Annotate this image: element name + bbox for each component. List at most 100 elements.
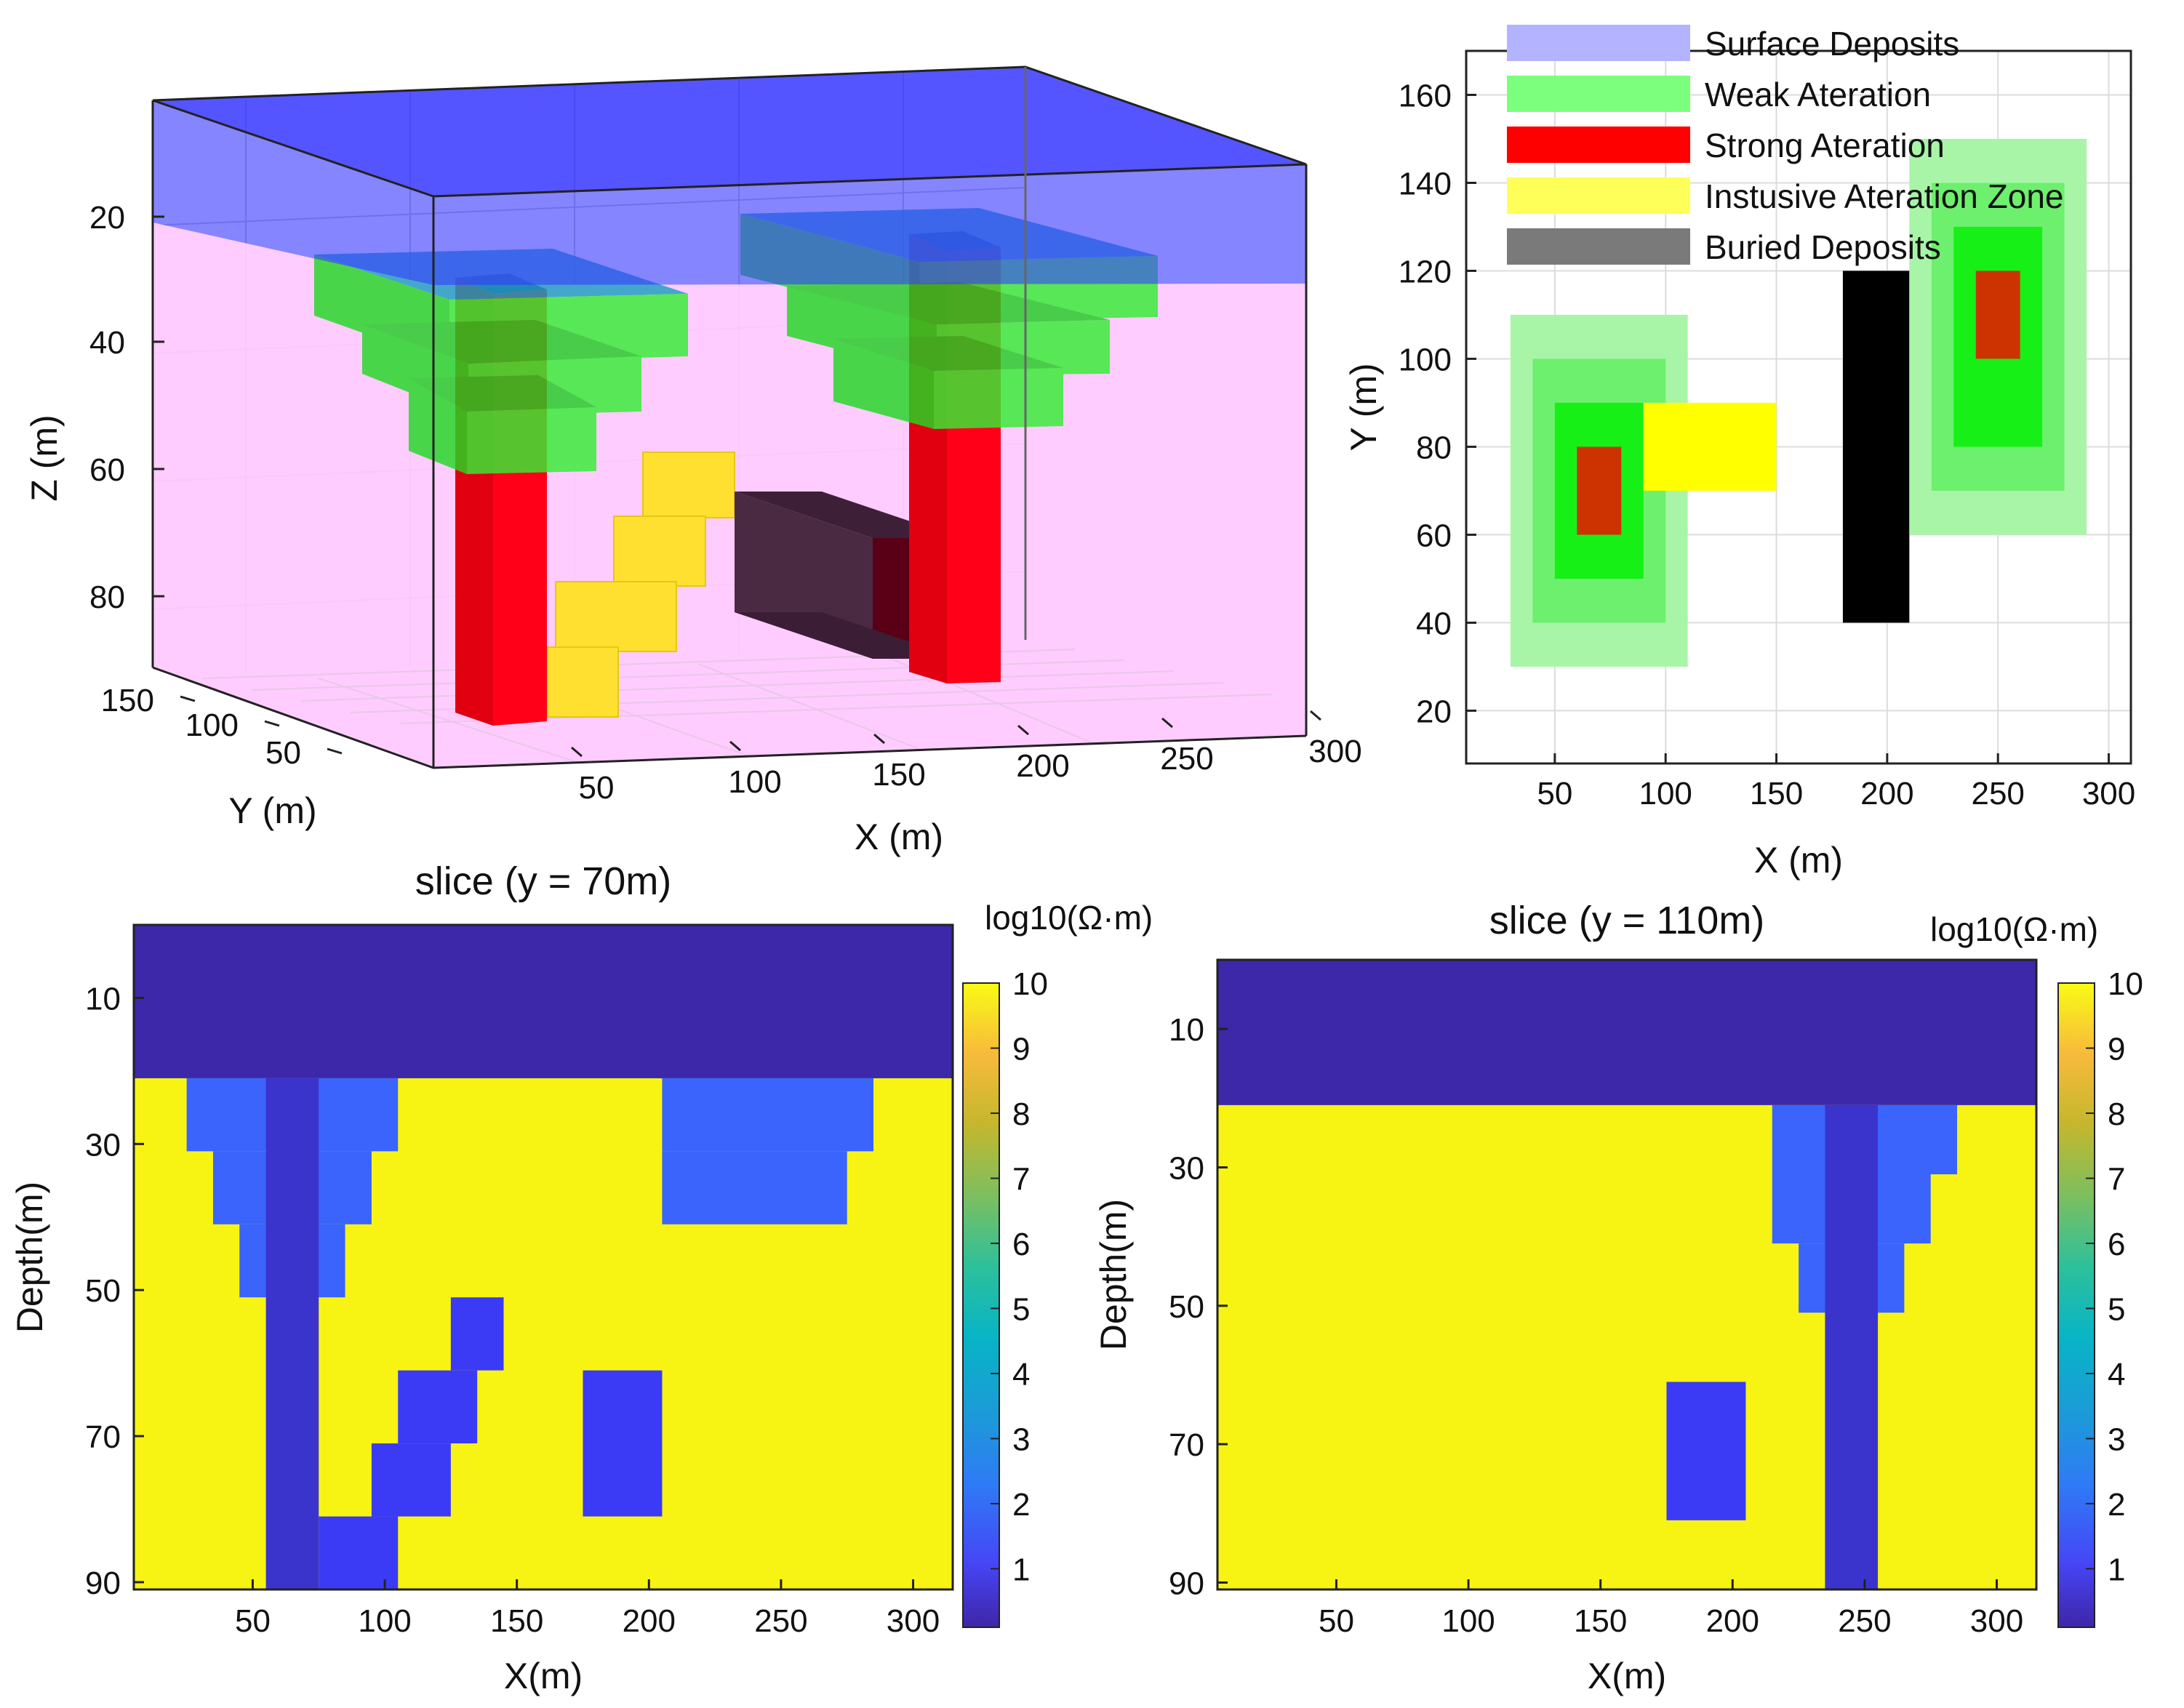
intrusive-block xyxy=(642,452,735,518)
legend-label: Strong Ateration xyxy=(1705,127,1945,164)
x-tick-label: 300 xyxy=(2082,776,2135,811)
x-tick-label: 50 xyxy=(579,770,615,806)
intrusive-block xyxy=(546,646,619,718)
x-tick-label: 50 xyxy=(1537,776,1572,811)
colorbar-tick-label: 5 xyxy=(1012,1291,1030,1327)
y-axis-label: Depth(m) xyxy=(1093,1199,1134,1350)
y-tick-label: 40 xyxy=(1416,606,1452,641)
heatmap-cell xyxy=(1666,1382,1746,1520)
legend-swatch xyxy=(1507,25,1690,61)
x-tick-label: 200 xyxy=(1016,748,1069,784)
y-tick-label: 60 xyxy=(1416,518,1452,553)
heatmap-cell xyxy=(1825,1104,1879,1589)
heatmap-cell xyxy=(319,1516,399,1589)
colorbar-tick-label: 9 xyxy=(2108,1031,2125,1067)
x-tick-label: 250 xyxy=(1971,776,2024,811)
colorbar-tick-label: 4 xyxy=(2108,1357,2125,1392)
y-tick-mark xyxy=(327,747,343,755)
x-tick-label: 50 xyxy=(235,1603,271,1639)
x-tick-label: 150 xyxy=(1574,1603,1627,1639)
colorbar-tick-label: 3 xyxy=(2108,1422,2125,1457)
x-tick-label: 200 xyxy=(623,1603,676,1639)
legend-swatch xyxy=(1507,177,1690,214)
y-tick-label: 100 xyxy=(1399,342,1452,377)
x-tick-label: 200 xyxy=(1706,1603,1759,1639)
legend-swatch xyxy=(1507,127,1690,163)
intrusive-zone-3d xyxy=(546,452,735,718)
plan-view: 50 100 150 200 250 300 20 40 60 80 100 120 140 160 X (… xyxy=(1343,25,2135,881)
plan-rect-strong xyxy=(1975,270,2020,359)
y-tick-label: 30 xyxy=(85,1127,121,1163)
y-tick-label: 10 xyxy=(1169,1012,1204,1048)
y-tick-label: 70 xyxy=(1169,1427,1204,1463)
y-tick-mark xyxy=(180,695,196,702)
legend-swatch xyxy=(1507,228,1690,265)
box-edges xyxy=(151,65,1308,769)
y-tick-label: 30 xyxy=(1169,1150,1204,1186)
colorbar-tick-label: 2 xyxy=(2108,1487,2125,1523)
heatmap-cell xyxy=(265,1078,319,1589)
colorbar-label: log10(Ω·m) xyxy=(1930,910,2098,948)
heatmap-cell xyxy=(371,1443,451,1517)
y-tick-label: 100 xyxy=(185,707,239,743)
colorbar-tick-label: 8 xyxy=(2108,1096,2125,1132)
x-tick-label: 100 xyxy=(358,1603,411,1639)
slice-y70: 50 100 150 200 250 300 10 30 50 70 90 slice (y = 70… xyxy=(9,859,1153,1696)
z-tick-label: 20 xyxy=(89,200,125,236)
x-axis-label: X (m) xyxy=(855,817,943,857)
y-tick-label: 10 xyxy=(85,981,121,1017)
y-tick-label: 140 xyxy=(1399,166,1452,201)
x-tick-mark xyxy=(571,746,583,758)
x-tick-label: 200 xyxy=(1860,776,1913,811)
y-tick-label: 120 xyxy=(1399,254,1452,289)
x-tick-label: 150 xyxy=(872,757,925,793)
z-axis-label: Z (m) xyxy=(24,414,65,501)
y-tick-mark xyxy=(264,720,280,727)
intrusive-block xyxy=(555,581,677,652)
x-axis-label: X(m) xyxy=(1588,1656,1666,1696)
colorbar-tick-label: 7 xyxy=(1012,1161,1030,1197)
colorbar-tick-label: 8 xyxy=(1012,1096,1030,1132)
y-tick-label: 50 xyxy=(265,735,301,771)
x-tick-label: 100 xyxy=(1441,1603,1495,1639)
slice-y110: 50 100 150 200 250 300 10 30 50 70 90 slice (y = 11… xyxy=(1093,899,2143,1696)
y-axis-label: Y (m) xyxy=(1343,363,1384,451)
colorbar xyxy=(2057,982,2095,1628)
colorbar-tick-label: 5 xyxy=(2108,1291,2125,1327)
x-tick-label: 100 xyxy=(728,764,781,800)
x-tick-label: 250 xyxy=(1160,741,1213,777)
x-axis-label: X (m) xyxy=(1754,840,1843,881)
heatmap-cell xyxy=(583,1370,663,1517)
plot-frame xyxy=(1216,958,2038,1591)
plan-rect-buried xyxy=(1842,270,1910,623)
x-tick-mark xyxy=(1017,724,1029,736)
x-tick-mark xyxy=(1161,717,1173,729)
y-tick-label: 90 xyxy=(1169,1565,1204,1601)
x-tick-mark xyxy=(1310,710,1321,721)
x-tick-label: 50 xyxy=(1319,1603,1354,1639)
y-tick-label: 50 xyxy=(1169,1289,1204,1325)
y-tick-label: 160 xyxy=(1399,78,1452,113)
y-tick-label: 80 xyxy=(1416,430,1452,465)
x-tick-label: 150 xyxy=(490,1603,543,1639)
chart-title: slice (y = 110m) xyxy=(1489,899,1765,942)
z-tick-label: 60 xyxy=(89,452,125,488)
plot-frame xyxy=(132,923,954,1591)
plot-frame xyxy=(1465,49,2132,765)
colorbar-tick-label: 1 xyxy=(1012,1552,1030,1587)
chart-title: slice (y = 70m) xyxy=(415,859,672,903)
y-axis-label: Depth(m) xyxy=(9,1182,50,1333)
heatmap-cell xyxy=(662,1151,847,1224)
y-tick-label: 70 xyxy=(85,1419,121,1455)
x-tick-mark xyxy=(729,740,741,752)
legend-swatch xyxy=(1507,76,1690,112)
x-axis-label: X(m) xyxy=(504,1656,583,1696)
legend-label: Instusive Ateration Zone xyxy=(1705,177,2064,215)
x-tick-mark xyxy=(873,733,885,745)
y-axis-label: Y (m) xyxy=(228,790,316,831)
heatmap-cell xyxy=(1217,960,2036,1105)
x-tick-label: 300 xyxy=(1308,734,1361,769)
legend: Surface Deposits Weak Ateration Strong Ate… xyxy=(1507,25,2064,266)
colorbar-label: log10(Ω·m) xyxy=(985,899,1153,937)
